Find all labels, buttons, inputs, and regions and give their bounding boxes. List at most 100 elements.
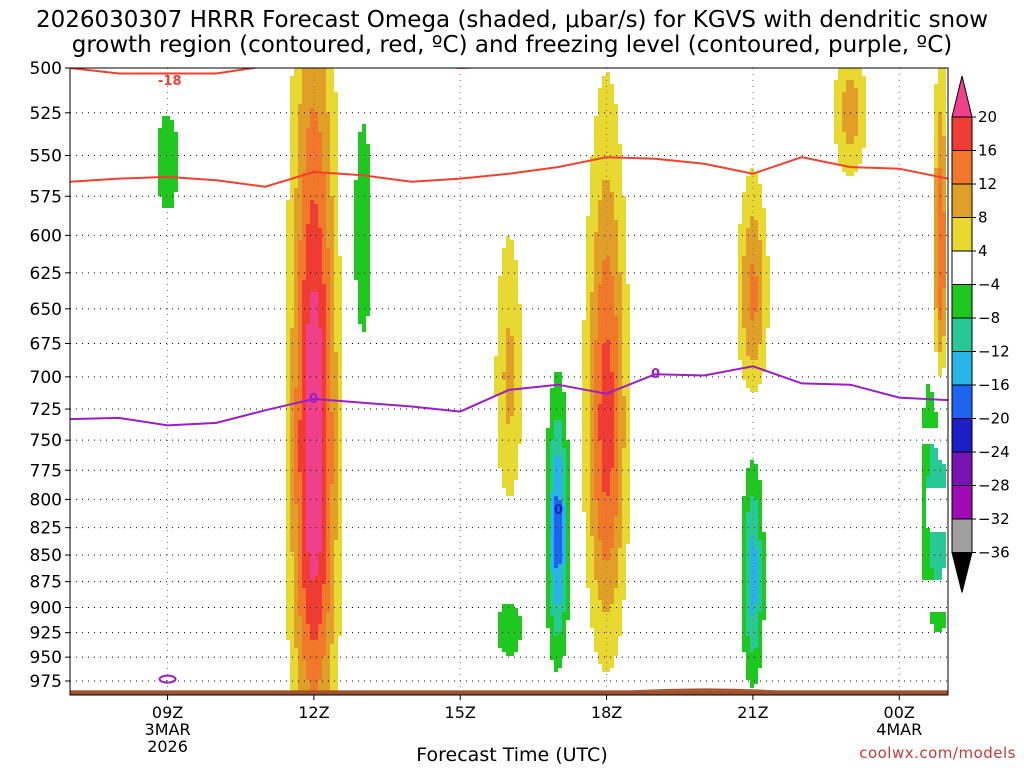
omega-cell: [626, 420, 630, 424]
omega-cell: [738, 300, 742, 304]
omega-cell: [298, 552, 302, 556]
omega-cell: [502, 260, 518, 264]
omega-cell: [326, 200, 334, 204]
omega-cell: [614, 464, 618, 468]
omega-cell: [746, 596, 750, 600]
omega-cell: [294, 584, 298, 588]
omega-cell: [618, 348, 622, 352]
omega-cell: [594, 552, 602, 556]
omega-cell: [762, 568, 766, 572]
omega-cell: [302, 304, 310, 308]
omega-cell: [330, 120, 338, 124]
omega-cell: [618, 576, 626, 580]
omega-cell: [318, 296, 326, 300]
omega-cell: [834, 92, 842, 96]
omega-cell: [354, 260, 370, 264]
omega-cell: [338, 532, 342, 536]
omega-cell: [546, 584, 550, 588]
omega-cell: [338, 484, 342, 488]
omega-cell: [562, 592, 566, 596]
omega-cell: [290, 336, 298, 340]
omega-cell: [582, 432, 590, 436]
omega-cell: [326, 204, 334, 208]
omega-cell: [602, 352, 610, 356]
omega-cell: [926, 400, 934, 404]
omega-cell: [742, 212, 766, 216]
omega-cell: [550, 524, 554, 528]
omega-cell: [326, 372, 330, 376]
omega-cell: [554, 472, 562, 476]
omega-cell: [334, 280, 342, 284]
omega-cell: [498, 396, 506, 400]
omega-cell: [594, 644, 618, 648]
omega-cell: [566, 560, 570, 564]
omega-cell: [298, 240, 306, 244]
omega-cell: [942, 184, 946, 188]
omega-cell: [318, 628, 326, 632]
omega-cell: [610, 608, 622, 612]
omega-cell: [302, 536, 306, 540]
omega-cell: [594, 356, 602, 360]
omega-cell: [162, 196, 174, 200]
omega-cell: [546, 592, 550, 596]
omega-cell: [290, 384, 298, 388]
omega-cell: [626, 412, 630, 416]
omega-cell: [562, 532, 566, 536]
omega-cell: [934, 108, 946, 112]
omega-cell: [746, 492, 762, 496]
omega-cell: [322, 332, 326, 336]
omega-cell: [334, 236, 338, 240]
omega-cell: [938, 280, 946, 284]
ground-band: [70, 690, 948, 695]
omega-cell: [334, 328, 342, 332]
omega-cell: [622, 364, 630, 368]
omega-cell: [762, 572, 766, 576]
omega-cell: [590, 380, 594, 384]
omega-cell: [302, 364, 306, 368]
omega-cell: [334, 252, 338, 256]
omega-cell: [286, 400, 290, 404]
omega-cell: [306, 380, 322, 384]
colorbar-label: −36: [978, 544, 1010, 562]
omega-cell: [934, 104, 946, 108]
omega-cell: [922, 540, 930, 544]
omega-cell: [622, 532, 630, 536]
omega-cell: [330, 324, 334, 328]
omega-cell: [290, 184, 298, 188]
omega-cell: [298, 256, 306, 260]
omega-cell: [330, 344, 334, 348]
omega-cell: [590, 308, 598, 312]
omega-cell: [838, 72, 862, 76]
omega-cell: [758, 344, 766, 348]
omega-cell: [566, 528, 570, 532]
omega-cell: [354, 252, 370, 256]
omega-cell: [750, 284, 758, 288]
omega-cell: [302, 516, 306, 520]
omega-cell: [594, 460, 602, 464]
omega-cell: [922, 468, 930, 472]
omega-cell: [618, 364, 622, 368]
omega-cell: [322, 508, 326, 512]
omega-cell: [622, 508, 630, 512]
omega-cell: [626, 408, 630, 412]
omega-cell: [562, 536, 566, 540]
omega-cell: [934, 136, 938, 140]
omega-cell: [562, 528, 566, 532]
omega-cell: [750, 556, 758, 560]
omega-cell: [286, 200, 294, 204]
omega-cell: [334, 248, 338, 252]
omega-cell: [330, 656, 338, 660]
omega-cell: [938, 360, 946, 364]
omega-cell: [922, 476, 926, 480]
omega-cell: [298, 264, 306, 268]
omega-cell: [586, 248, 594, 252]
omega-cell: [550, 588, 554, 592]
omega-cell: [934, 280, 938, 284]
omega-cell: [286, 244, 294, 248]
omega-cell: [942, 296, 946, 300]
omega-cell: [286, 488, 290, 492]
omega-cell: [294, 440, 298, 444]
omega-cell: [290, 416, 294, 420]
omega-cell: [594, 544, 602, 548]
omega-cell: [498, 324, 522, 328]
